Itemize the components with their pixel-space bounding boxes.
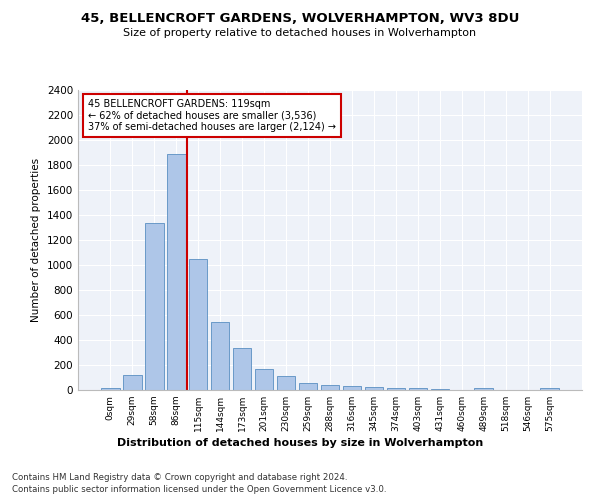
Bar (409, 388, 427, 390)
Bar (167, 154, 185, 390)
Bar (299, 382, 317, 390)
Text: 45 BELLENCROFT GARDENS: 119sqm
← 62% of detached houses are smaller (3,536)
37% : 45 BELLENCROFT GARDENS: 119sqm ← 62% of … (88, 99, 336, 132)
Bar (365, 387, 383, 390)
Bar (101, 388, 119, 390)
Bar (343, 386, 361, 390)
Bar (189, 260, 208, 390)
Bar (255, 369, 274, 390)
Bar (233, 348, 251, 390)
Bar (541, 388, 559, 390)
Text: Contains public sector information licensed under the Open Government Licence v3: Contains public sector information licen… (12, 485, 386, 494)
Bar (386, 388, 405, 390)
Y-axis label: Number of detached properties: Number of detached properties (31, 158, 41, 322)
Bar (475, 388, 493, 390)
Text: 45, BELLENCROFT GARDENS, WOLVERHAMPTON, WV3 8DU: 45, BELLENCROFT GARDENS, WOLVERHAMPTON, … (81, 12, 519, 26)
Bar (277, 376, 295, 390)
Text: Contains HM Land Registry data © Crown copyright and database right 2024.: Contains HM Land Registry data © Crown c… (12, 472, 347, 482)
Bar (320, 385, 340, 390)
Bar (211, 322, 229, 390)
Text: Distribution of detached houses by size in Wolverhampton: Distribution of detached houses by size … (117, 438, 483, 448)
Text: Size of property relative to detached houses in Wolverhampton: Size of property relative to detached ho… (124, 28, 476, 38)
Bar (123, 375, 142, 390)
Bar (145, 222, 164, 390)
